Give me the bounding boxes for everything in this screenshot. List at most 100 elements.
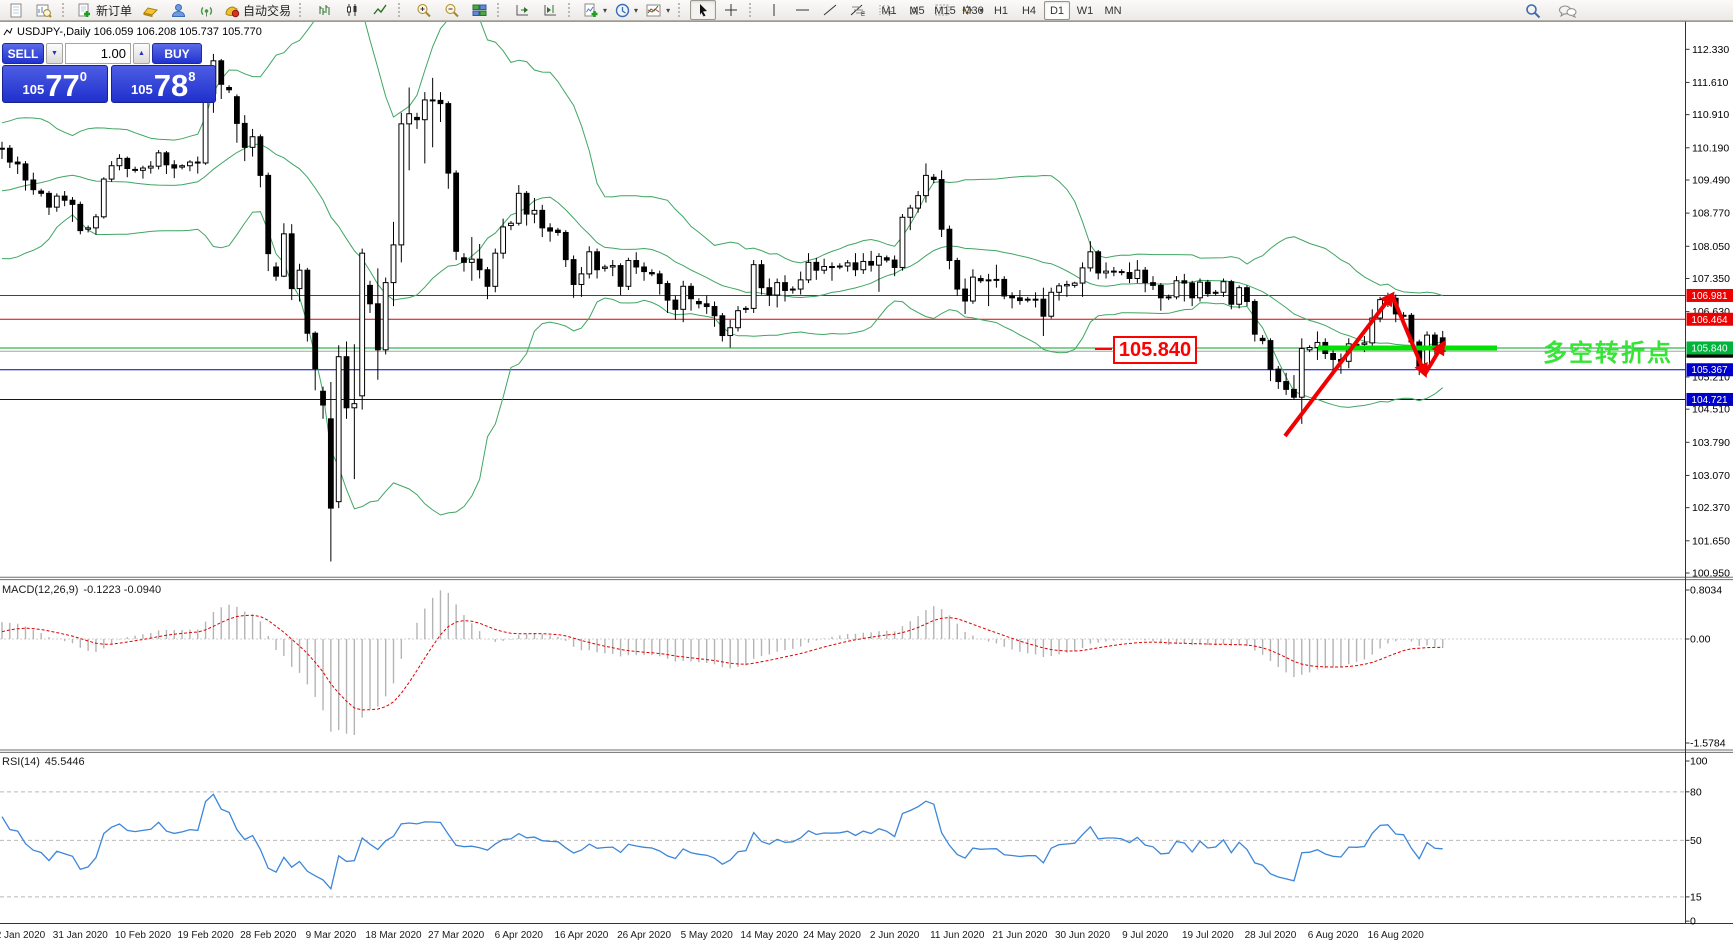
cycle-lines-tool-button[interactable]: F [873, 0, 899, 20]
svg-text:15: 15 [1690, 891, 1702, 903]
bar-chart-button[interactable] [311, 0, 337, 20]
svg-text:27 Mar 2020: 27 Mar 2020 [428, 930, 485, 941]
main-panel[interactable] [0, 0, 1685, 562]
chart-shift-button[interactable] [537, 0, 563, 20]
periods-button[interactable]: ▾ [612, 0, 641, 20]
macd-histogram [1, 590, 1444, 735]
turning-point-annotation[interactable]: 多空转折点 [1543, 340, 1673, 367]
indicators-button[interactable]: ▾ [580, 0, 610, 20]
fibonacci-tool-button[interactable]: E [845, 0, 871, 20]
toolbar-grip [497, 3, 503, 17]
timeframe-M30[interactable]: M30 [962, 4, 984, 17]
trendline-tool-button[interactable] [817, 0, 843, 20]
toolbar: 新订单 自动交易 ▾ ▾ ▾ E F A T ▾ M1 M5 M15 M30 H1 H4 D… [0, 0, 1733, 21]
zoom-out-button[interactable] [438, 0, 464, 20]
label-tool-button[interactable]: T [929, 0, 955, 20]
volume-decrease-button[interactable]: ▼ [46, 43, 63, 64]
sell-price-sup: 0 [79, 69, 87, 84]
svg-text:50: 50 [1690, 835, 1702, 847]
crosshair-tool-button[interactable] [718, 0, 744, 20]
price-axis[interactable]: 112.330 111.610 110.910 110.190 109.490 108.7… [1685, 44, 1731, 928]
horizontal-line-tool-button[interactable] [789, 0, 815, 20]
price-level-callout[interactable]: 105.840 [1095, 336, 1197, 364]
sell-button[interactable]: SELL [2, 43, 44, 64]
vertical-line-tool-button[interactable] [761, 0, 787, 20]
horizontal-line-icon [795, 9, 809, 11]
templates-button[interactable]: ▾ [643, 0, 673, 20]
new-chart-button[interactable] [3, 0, 29, 20]
sell-price-panel[interactable]: 105 77 0 [2, 65, 108, 103]
svg-text:105.840: 105.840 [1691, 343, 1728, 354]
toolbar-right [1520, 1, 1580, 21]
timeframe-M1[interactable]: M1 [881, 4, 897, 17]
level-lines[interactable] [0, 294, 1685, 400]
svg-text:18 Mar 2020: 18 Mar 2020 [365, 930, 422, 941]
chat-button[interactable] [1554, 1, 1580, 21]
community-button[interactable] [165, 0, 191, 20]
arrows-icon [962, 5, 974, 15]
rsi-name: RSI(14) [2, 756, 40, 768]
new-order-label: 新订单 [96, 3, 133, 18]
cursor-icon [699, 4, 707, 17]
trend-arrows[interactable] [1283, 291, 1446, 438]
candlesticks[interactable] [0, 53, 1446, 562]
buy-price-panel[interactable]: 105 78 8 [110, 65, 216, 103]
timeframe-MN[interactable]: MN [1104, 4, 1122, 17]
sell-price-prefix: 105 [22, 82, 45, 97]
volume-input[interactable]: 1.00 [65, 43, 131, 64]
svg-text:108.050: 108.050 [1692, 241, 1730, 253]
cursor-tool-button[interactable] [690, 0, 717, 20]
tile-windows-button[interactable] [466, 0, 492, 20]
svg-text:-1.5784: -1.5784 [1690, 738, 1726, 750]
rsi-panel[interactable] [0, 791, 1685, 898]
svg-text:9 Jul 2020: 9 Jul 2020 [1122, 930, 1169, 941]
timeframe-H4[interactable]: H4 [1021, 4, 1037, 17]
date-axis[interactable]: 22 Jan 2020 31 Jan 2020 10 Feb 2020 19 Feb … [0, 930, 1424, 941]
text-tool-button[interactable]: A [901, 0, 927, 20]
volume-increase-button[interactable]: ▲ [133, 43, 150, 64]
sell-price-big: 77 [45, 68, 80, 103]
dropdown-caret-icon: ▾ [979, 5, 984, 15]
candlestick-chart-button[interactable] [339, 0, 365, 20]
market-depth-button[interactable] [137, 0, 163, 20]
timeframe-W1[interactable]: W1 [1076, 4, 1094, 17]
toolbar-grip [62, 3, 68, 17]
svg-text:0.8034: 0.8034 [1690, 585, 1722, 597]
timeframe-D1[interactable]: D1 [1044, 1, 1070, 20]
timeframe-M15[interactable]: M15 [934, 4, 956, 17]
fibonacci-icon: E [850, 4, 865, 17]
svg-text:102.370: 102.370 [1692, 502, 1730, 514]
auto-trading-button[interactable]: 自动交易 [221, 0, 294, 20]
svg-text:A: A [910, 4, 919, 18]
signals-button[interactable] [193, 0, 219, 20]
zoom-in-icon [417, 3, 431, 17]
line-chart-button[interactable] [367, 0, 393, 20]
new-order-button[interactable]: 新订单 [74, 0, 135, 20]
arrows-tool-button[interactable]: ▾ [957, 0, 986, 20]
svg-text:110.910: 110.910 [1692, 109, 1729, 121]
text-label-icon: T [935, 4, 950, 16]
macd-indicator-label: MACD(12,26,9) -0.1223 -0.0940 [2, 584, 161, 596]
timeframe-H1[interactable]: H1 [993, 4, 1009, 17]
search-button[interactable] [1520, 1, 1546, 21]
svg-text:21 Jun 2020: 21 Jun 2020 [992, 930, 1047, 941]
buy-button[interactable]: BUY [152, 43, 202, 64]
toolbar-grip [568, 3, 574, 17]
chart-profiles-button[interactable] [31, 0, 57, 20]
svg-text:19 Feb 2020: 19 Feb 2020 [177, 930, 234, 941]
zoom-in-button[interactable] [410, 0, 436, 20]
clock-icon [615, 3, 630, 17]
timeframe-M5[interactable]: M5 [909, 4, 925, 17]
svg-text:16 Aug 2020: 16 Aug 2020 [1368, 930, 1425, 941]
svg-text:T: T [939, 6, 945, 16]
tile-windows-icon [472, 4, 487, 16]
vertical-line-icon [773, 4, 775, 16]
rsi-indicator-label: RSI(14) 45.5446 [2, 756, 85, 768]
macd-name: MACD(12,26,9) [2, 584, 79, 596]
svg-text:10 Feb 2020: 10 Feb 2020 [115, 930, 172, 941]
auto-scroll-button[interactable] [509, 0, 535, 20]
macd-panel[interactable] [0, 590, 1685, 735]
toolbar-grip [678, 3, 684, 17]
callout-dash [1095, 348, 1112, 350]
